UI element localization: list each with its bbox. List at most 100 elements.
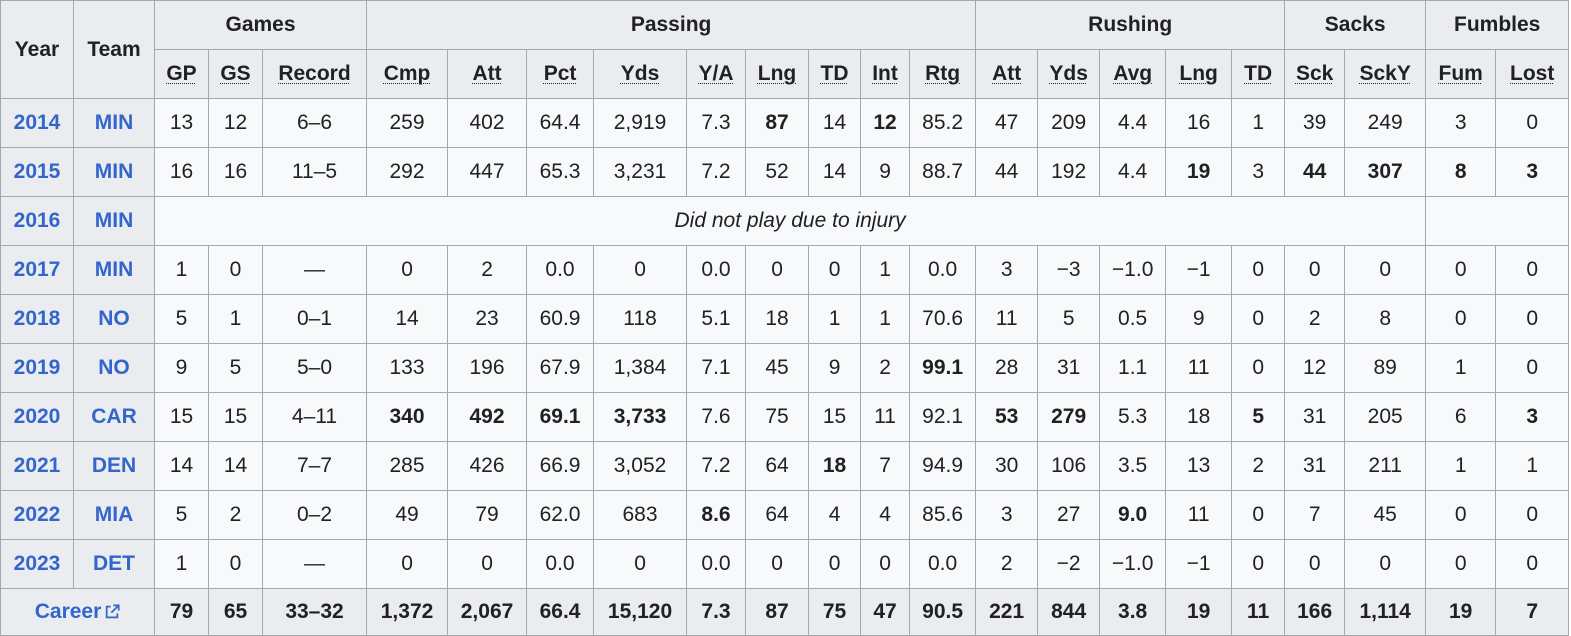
stat-cell: 0.0 bbox=[909, 539, 977, 589]
stat-cell: 1 bbox=[1425, 441, 1497, 491]
stat-cell: 0 bbox=[1495, 539, 1570, 589]
stat-cell: 89 bbox=[1344, 343, 1427, 393]
column-header-label: Yds bbox=[620, 62, 660, 85]
team-link[interactable]: DET bbox=[73, 539, 155, 589]
stat-cell: 4 bbox=[808, 490, 862, 540]
stat-cell: 79 bbox=[447, 490, 528, 540]
stat-cell: 11 bbox=[975, 294, 1039, 344]
column-header-label: Lng bbox=[757, 62, 797, 85]
stat-cell: 2 bbox=[1231, 441, 1286, 491]
stat-cell: 0 bbox=[808, 245, 862, 295]
stat-cell: 31 bbox=[1037, 343, 1101, 393]
stat-cell: 1 bbox=[860, 294, 911, 344]
sacks-group-header: Sacks bbox=[1284, 0, 1427, 50]
stat-cell: 0 bbox=[1231, 539, 1286, 589]
stat-cell: 5 bbox=[154, 294, 209, 344]
stat-cell: 66.9 bbox=[526, 441, 595, 491]
stat-cell: 0.0 bbox=[526, 539, 595, 589]
stat-cell: 0 bbox=[1231, 343, 1286, 393]
stat-cell: 0 bbox=[1495, 98, 1570, 148]
column-header[interactable]: TD bbox=[808, 49, 862, 99]
column-header[interactable]: Yds bbox=[1037, 49, 1101, 99]
year-link[interactable]: 2023 bbox=[0, 539, 74, 589]
year-link[interactable]: 2021 bbox=[0, 441, 74, 491]
column-header[interactable]: Int bbox=[860, 49, 911, 99]
column-header[interactable]: Sck bbox=[1284, 49, 1346, 99]
career-stat-cell: 7.3 bbox=[686, 588, 747, 636]
column-header[interactable]: Yds bbox=[593, 49, 688, 99]
stat-cell: 492 bbox=[447, 392, 528, 442]
column-header[interactable]: Avg bbox=[1099, 49, 1167, 99]
column-header[interactable]: Rtg bbox=[909, 49, 977, 99]
stat-cell: 3.5 bbox=[1099, 441, 1167, 491]
stat-cell: 18 bbox=[1165, 392, 1233, 442]
rushing-group-header: Rushing bbox=[975, 0, 1286, 50]
column-header[interactable]: GS bbox=[208, 49, 263, 99]
stat-cell: 2 bbox=[860, 343, 911, 393]
column-header[interactable]: Lng bbox=[1165, 49, 1233, 99]
column-header[interactable]: Pct bbox=[526, 49, 595, 99]
column-header-label: GS bbox=[220, 62, 251, 85]
external-link-icon bbox=[106, 604, 120, 619]
stat-cell: 0 bbox=[1231, 294, 1286, 344]
stat-cell: 3 bbox=[1495, 147, 1570, 197]
career-stat-cell: 65 bbox=[208, 588, 263, 636]
stat-cell: 0.0 bbox=[909, 245, 977, 295]
stat-cell: 7.2 bbox=[686, 147, 747, 197]
column-header[interactable]: SckY bbox=[1344, 49, 1427, 99]
team-link[interactable]: MIN bbox=[73, 147, 155, 197]
team-header[interactable]: Team bbox=[73, 0, 155, 99]
stat-cell: 31 bbox=[1284, 441, 1346, 491]
team-link[interactable]: MIA bbox=[73, 490, 155, 540]
team-link[interactable]: MIN bbox=[73, 196, 155, 246]
stat-cell: 0 bbox=[745, 245, 810, 295]
team-link[interactable]: NO bbox=[73, 294, 155, 344]
year-header[interactable]: Year bbox=[0, 0, 74, 99]
stat-cell: 45 bbox=[745, 343, 810, 393]
year-link[interactable]: 2018 bbox=[0, 294, 74, 344]
table-row: 2018 NO 5 1 0–1 14 23 60.9 118 5.1 18 1 1 70.6 11 5 0.5 9… bbox=[0, 294, 1570, 344]
career-link[interactable]: Career bbox=[0, 588, 155, 636]
year-link[interactable]: 2019 bbox=[0, 343, 74, 393]
year-link[interactable]: 2015 bbox=[0, 147, 74, 197]
team-link[interactable]: MIN bbox=[73, 245, 155, 295]
stat-cell: 87 bbox=[745, 98, 810, 148]
column-header[interactable]: GP bbox=[154, 49, 209, 99]
stat-cell: 3,231 bbox=[593, 147, 688, 197]
column-header[interactable]: Lng bbox=[745, 49, 810, 99]
team-link[interactable]: CAR bbox=[73, 392, 155, 442]
stat-cell: 45 bbox=[1344, 490, 1427, 540]
passing-group-header: Passing bbox=[366, 0, 977, 50]
year-link[interactable]: 2016 bbox=[0, 196, 74, 246]
career-stat-cell: 66.4 bbox=[526, 588, 595, 636]
column-header[interactable]: TD bbox=[1231, 49, 1286, 99]
year-link[interactable]: 2014 bbox=[0, 98, 74, 148]
stat-cell: 75 bbox=[745, 392, 810, 442]
column-header[interactable]: Record bbox=[261, 49, 368, 99]
stat-cell: 0 bbox=[447, 539, 528, 589]
year-link[interactable]: 2022 bbox=[0, 490, 74, 540]
column-header[interactable]: Cmp bbox=[366, 49, 449, 99]
team-link[interactable]: NO bbox=[73, 343, 155, 393]
year-link[interactable]: 2020 bbox=[0, 392, 74, 442]
column-header[interactable]: Fum bbox=[1425, 49, 1497, 99]
header-group-row: Year Team Games Passing Rushing Sacks Fu… bbox=[0, 0, 1570, 99]
stat-cell: 15 bbox=[808, 392, 862, 442]
column-header[interactable]: Y/A bbox=[686, 49, 747, 99]
column-header[interactable]: Att bbox=[447, 49, 528, 99]
stat-cell: 0 bbox=[1231, 490, 1286, 540]
column-header-label: Pct bbox=[543, 62, 577, 85]
stat-cell: 1 bbox=[1495, 441, 1570, 491]
stat-cell: 0.5 bbox=[1099, 294, 1167, 344]
stat-cell: 64 bbox=[745, 490, 810, 540]
team-link[interactable]: MIN bbox=[73, 98, 155, 148]
stat-cell: 196 bbox=[447, 343, 528, 393]
stat-cell: 0 bbox=[1425, 245, 1497, 295]
column-header[interactable]: Att bbox=[975, 49, 1039, 99]
team-link[interactable]: DEN bbox=[73, 441, 155, 491]
career-stat-cell: 19 bbox=[1165, 588, 1233, 636]
career-label: Career bbox=[34, 600, 102, 623]
year-link[interactable]: 2017 bbox=[0, 245, 74, 295]
column-header[interactable]: Lost bbox=[1495, 49, 1570, 99]
stat-cell: 1 bbox=[860, 245, 911, 295]
